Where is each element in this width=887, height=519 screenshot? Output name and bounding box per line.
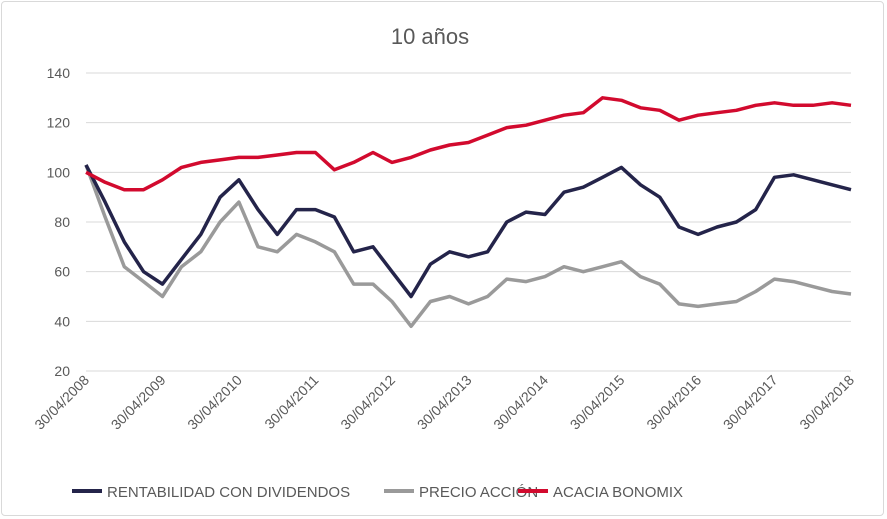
x-tick-label: 30/04/2009 <box>108 372 169 433</box>
series-line-1 <box>84 164 852 329</box>
y-tick-label: 100 <box>47 164 71 180</box>
series-line-2 <box>85 96 852 192</box>
legend-label: RENTABILIDAD CON DIVIDENDOS <box>107 484 350 501</box>
legend-item: ACACIA BONOMIX <box>518 484 683 501</box>
x-tick-label: 30/04/2014 <box>490 372 551 433</box>
x-tick-label: 30/04/2008 <box>31 372 92 433</box>
x-tick-label: 30/04/2018 <box>796 372 857 433</box>
y-tick-label: 140 <box>47 65 71 81</box>
x-tick-label: 30/04/2010 <box>184 372 245 433</box>
y-tick-label: 80 <box>54 214 70 230</box>
legend-item: RENTABILIDAD CON DIVIDENDOS <box>72 484 350 501</box>
x-tick-label: 30/04/2012 <box>337 372 398 433</box>
y-tick-label: 20 <box>54 363 70 379</box>
legend-item: PRECIO ACCIÓN <box>384 484 538 501</box>
x-tick-label: 30/04/2016 <box>643 372 704 433</box>
legend-label: PRECIO ACCIÓN <box>419 484 538 501</box>
x-tick-label: 30/04/2017 <box>720 372 781 433</box>
series-line-0 <box>84 164 852 299</box>
y-tick-label: 120 <box>47 115 71 131</box>
x-tick-label: 30/04/2011 <box>261 372 321 432</box>
chart-title: 10 años <box>391 24 469 49</box>
y-tick-label: 40 <box>54 313 70 329</box>
x-tick-label: 30/04/2015 <box>567 372 628 433</box>
y-tick-label: 60 <box>54 264 70 280</box>
legend-label: ACACIA BONOMIX <box>553 484 683 501</box>
x-tick-label: 30/04/2013 <box>414 372 475 433</box>
